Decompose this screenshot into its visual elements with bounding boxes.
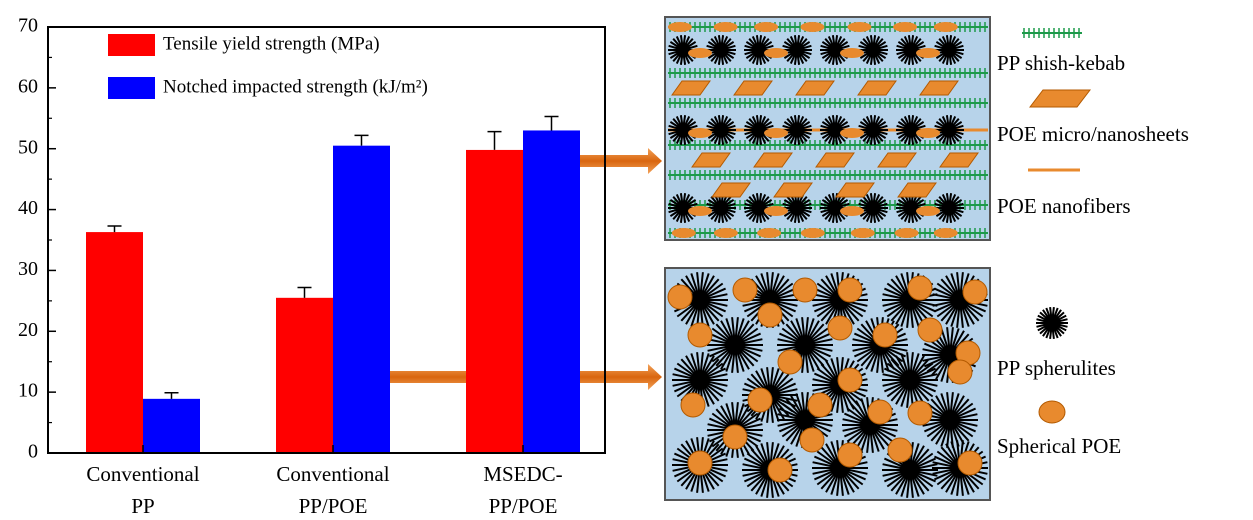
poe-sphere [768, 458, 792, 482]
fiber [916, 206, 940, 216]
bar [276, 298, 333, 453]
fiber [847, 22, 871, 32]
fiber [714, 228, 738, 238]
fiber [851, 228, 875, 238]
x-tick-label: MSEDC- [483, 462, 562, 486]
error-bar [488, 132, 502, 150]
fiber [840, 128, 864, 138]
poe-sphere [800, 428, 824, 452]
poe-sphere [888, 438, 912, 462]
legend-label: Spherical POE [997, 434, 1121, 458]
y-tick-label: 0 [28, 441, 38, 463]
x-tick-label: PP [131, 494, 154, 518]
poe-sphere [748, 388, 772, 412]
poe-sphere [838, 278, 862, 302]
fiber [801, 228, 825, 238]
spherulite [1036, 307, 1068, 339]
poe-sphere [873, 323, 897, 347]
poe-sphere [838, 368, 862, 392]
sphere-icon [1039, 401, 1065, 423]
poe-sphere [778, 350, 802, 374]
error-bar [298, 287, 312, 297]
x-tick-label: Conventional [276, 462, 389, 486]
x-tick-label: PP/POE [299, 494, 368, 518]
y-tick-label: 30 [18, 258, 38, 280]
poe-sphere [963, 280, 987, 304]
poe-sphere [668, 285, 692, 309]
y-tick-label: 40 [18, 197, 38, 219]
legend-label: POE nanofibers [997, 194, 1131, 218]
poe-sphere [958, 451, 982, 475]
fiber [893, 22, 917, 32]
y-tick-label: 50 [18, 136, 38, 158]
legend-label: PP shish-kebab [997, 51, 1125, 75]
bar [86, 232, 143, 453]
fiber [672, 228, 696, 238]
bar [523, 130, 580, 453]
legend-label: POE micro/nanosheets [997, 122, 1189, 146]
bar [333, 146, 390, 453]
fiber [934, 22, 958, 32]
error-bar [165, 393, 179, 399]
fiber [840, 206, 864, 216]
poe-sphere [948, 360, 972, 384]
poe-sphere [688, 451, 712, 475]
legend-swatch [108, 77, 155, 99]
poe-sphere [918, 318, 942, 342]
fiber [714, 22, 738, 32]
poe-sphere [828, 316, 852, 340]
poe-sphere [808, 393, 832, 417]
poe-sphere [758, 303, 782, 327]
fiber [895, 228, 919, 238]
fiber [916, 128, 940, 138]
x-tick-label: PP/POE [489, 494, 558, 518]
fiber [764, 206, 788, 216]
sheet-icon [1030, 90, 1090, 107]
bar [466, 150, 523, 453]
figure: 0 10 20 30 40 50 60 70 Conventional PP Conventiona… [0, 0, 1253, 520]
poe-sphere [723, 425, 747, 449]
poe-sphere [868, 400, 892, 424]
y-tick-label: 10 [18, 380, 38, 402]
poe-sphere [793, 278, 817, 302]
fiber [754, 22, 778, 32]
error-bar [108, 226, 122, 232]
y-tick-label: 70 [18, 15, 38, 37]
poe-sphere [838, 443, 862, 467]
fiber [800, 22, 824, 32]
fiber [764, 128, 788, 138]
legend-label: Notched impacted strength (kJ/m²) [163, 76, 428, 97]
fiber [916, 48, 940, 58]
legend-label: Tensile yield strength (MPa) [163, 33, 380, 54]
poe-sphere [733, 278, 757, 302]
legend-swatch [108, 34, 155, 56]
fiber [688, 48, 712, 58]
x-tick-label: Conventional [86, 462, 199, 486]
y-tick-label: 60 [18, 75, 38, 97]
fiber [764, 48, 788, 58]
fiber [668, 22, 692, 32]
poe-sphere [681, 393, 705, 417]
fiber [840, 48, 864, 58]
poe-sphere [688, 323, 712, 347]
poe-sphere [908, 276, 932, 300]
y-tick-label: 20 [18, 319, 38, 341]
poe-sphere [908, 401, 932, 425]
bar [143, 399, 200, 453]
fiber [934, 228, 958, 238]
legend-label: PP spherulites [997, 356, 1116, 380]
error-bar [545, 116, 559, 130]
fiber [688, 206, 712, 216]
fiber [757, 228, 781, 238]
fiber [688, 128, 712, 138]
error-bar [355, 135, 369, 145]
